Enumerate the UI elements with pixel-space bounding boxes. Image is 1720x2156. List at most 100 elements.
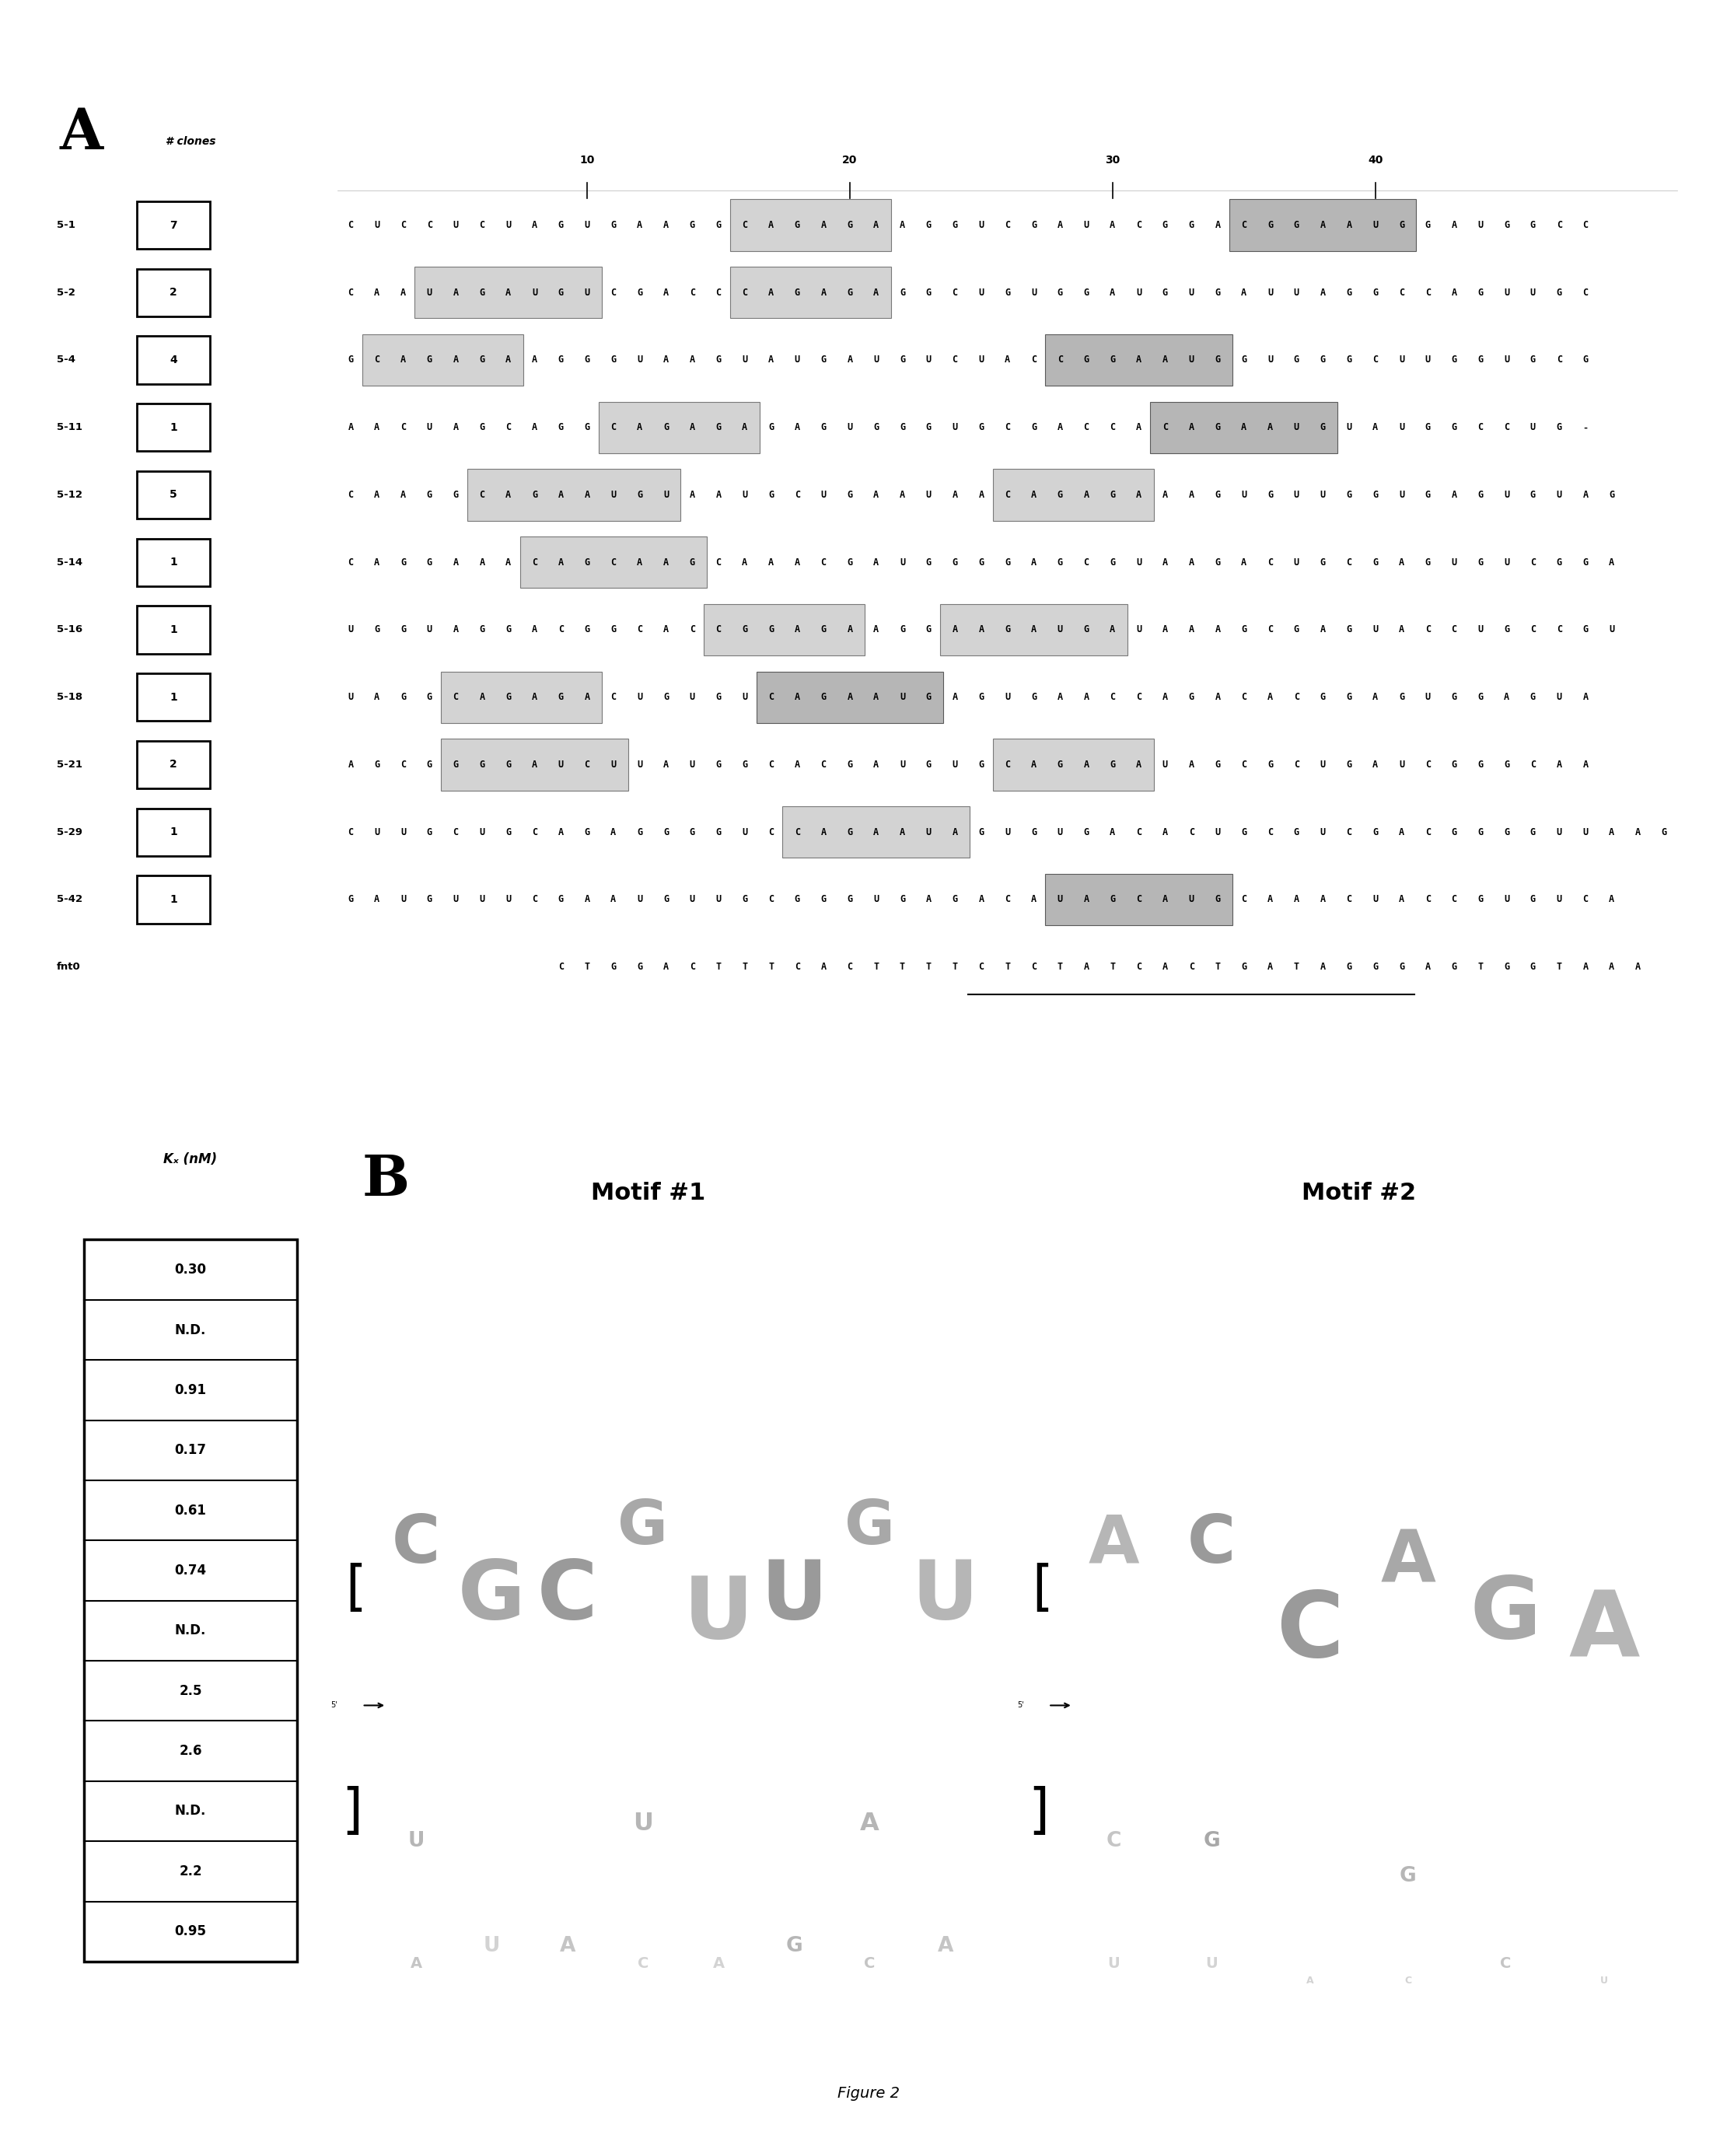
Text: C: C [1004,423,1010,433]
Text: B: B [361,1151,409,1207]
Text: G: G [1452,423,1457,433]
Text: G: G [1004,625,1010,634]
Text: C: C [769,828,774,837]
Text: A: A [1569,1587,1639,1677]
Text: C: C [452,828,459,837]
Text: A: A [1109,287,1115,298]
Text: G: G [716,692,721,703]
Text: G: G [846,556,853,567]
Text: A: A [1058,423,1063,433]
Text: # clones: # clones [165,136,215,147]
Text: C: C [1557,625,1562,634]
Text: G: G [1242,828,1247,837]
Text: U: U [452,895,459,906]
Text: G: G [452,489,459,500]
Text: 0.61: 0.61 [175,1503,206,1518]
Text: A: A [1163,828,1168,837]
Text: G: G [585,828,590,837]
Text: G: G [1608,489,1615,500]
Text: [: [ [337,1563,370,1615]
Text: G: G [1163,220,1168,231]
Text: U: U [1319,759,1326,770]
Text: A: A [1137,759,1142,770]
Text: T: T [925,962,932,972]
Text: G: G [1030,828,1037,837]
Text: G: G [375,759,380,770]
Text: A: A [375,287,380,298]
Text: 5: 5 [170,489,177,500]
FancyBboxPatch shape [1046,334,1233,386]
Text: G: G [1214,895,1221,906]
Text: 2: 2 [170,287,177,298]
Text: A: A [1214,220,1221,231]
Text: C: C [401,759,406,770]
Text: G: G [1531,828,1536,837]
Text: C: C [537,1557,597,1636]
Text: G: G [925,625,932,634]
Text: G: G [1662,828,1667,837]
Text: G: G [1452,356,1457,364]
Text: G: G [664,828,669,837]
Text: G: G [1531,895,1536,906]
Text: A: A [1109,625,1115,634]
Text: C: C [347,287,353,298]
Text: G: G [664,423,669,433]
FancyBboxPatch shape [783,806,970,858]
Text: U: U [636,759,643,770]
Text: A: A [375,556,380,567]
Text: C: C [1582,220,1588,231]
Text: G: G [1030,423,1037,433]
Text: G: G [716,220,721,231]
Text: 1: 1 [170,895,177,906]
Text: A: A [531,356,537,364]
Text: U: U [1426,692,1431,703]
Text: A: A [401,356,406,364]
Text: U: U [480,828,485,837]
Text: G: G [617,1496,667,1557]
Text: G: G [1319,423,1326,433]
Text: U: U [874,356,879,364]
Text: U: U [979,356,984,364]
Text: A: A [664,625,669,634]
Text: G: G [741,759,748,770]
Text: A: A [1319,287,1326,298]
Bar [136,470,210,520]
Text: T: T [741,962,748,972]
Text: U: U [1004,828,1010,837]
Text: A: A [979,625,984,634]
Text: U: U [741,489,748,500]
Text: A: A [690,489,695,500]
Text: U: U [1242,489,1247,500]
Text: G: G [611,220,616,231]
Text: C: C [1347,828,1352,837]
Text: G: G [1477,556,1483,567]
Text: G: G [1214,423,1221,433]
Text: G: G [1347,356,1352,364]
Text: U: U [1268,356,1273,364]
Text: -: - [1582,423,1588,433]
Text: U: U [979,287,984,298]
Text: G: G [1477,759,1483,770]
Text: G: G [741,895,748,906]
Text: A: A [664,220,669,231]
Text: U: U [900,759,905,770]
Text: A: A [452,556,459,567]
Text: G: G [480,356,485,364]
FancyBboxPatch shape [519,537,707,589]
Text: A: A [557,828,564,837]
Text: C: C [1404,1975,1412,1986]
Text: C: C [1242,759,1247,770]
Text: C: C [1268,828,1273,837]
Text: A: A [953,692,958,703]
Text: G: G [1503,828,1510,837]
Text: C: C [1109,692,1115,703]
Text: G: G [786,1936,803,1955]
Text: C: C [1531,556,1536,567]
Text: A: A [874,220,879,231]
Text: A: A [741,556,748,567]
Text: G: G [1319,556,1326,567]
Text: A: A [690,423,695,433]
Bar [136,539,210,586]
Text: A: A [1089,1511,1139,1576]
Text: 1: 1 [170,423,177,433]
